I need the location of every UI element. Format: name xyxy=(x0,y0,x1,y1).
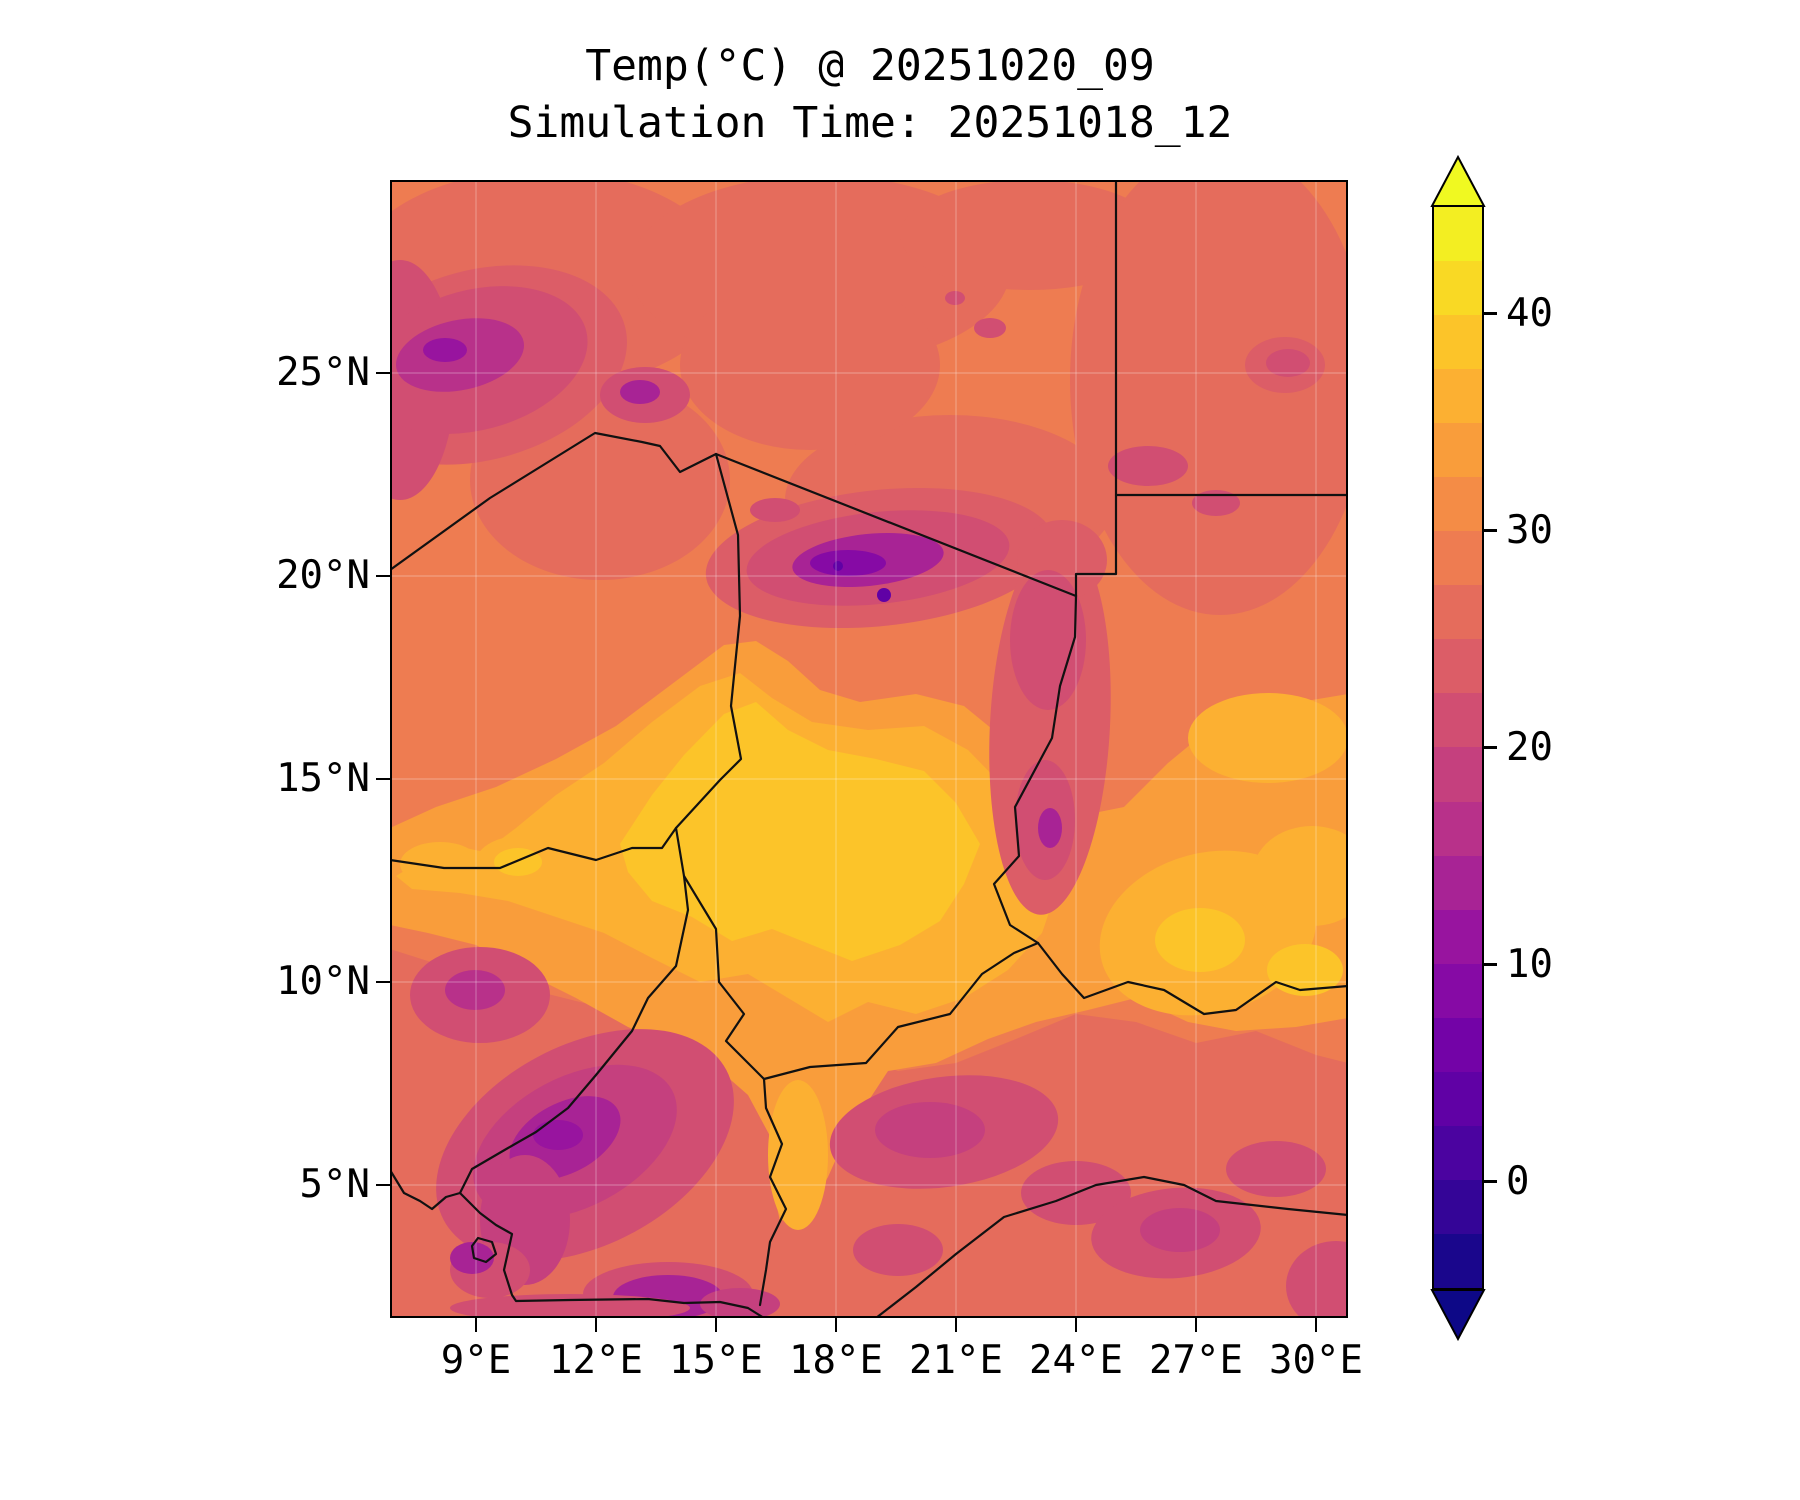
colorbar-tick xyxy=(1484,1180,1497,1183)
colorbar-tick-label: 20 xyxy=(1506,724,1553,770)
x-axis-tick-label: 27°E xyxy=(1149,1338,1243,1383)
x-axis-tick xyxy=(834,1318,838,1332)
colorbar-band xyxy=(1434,963,1482,1018)
colorbar-band xyxy=(1434,1017,1482,1072)
colorbar-band xyxy=(1434,531,1482,586)
y-axis-tick-label: 10°N xyxy=(276,958,370,1004)
y-axis-tick-label: 20°N xyxy=(276,552,370,598)
x-axis-tick-label: 30°E xyxy=(1269,1338,1363,1383)
y-axis-tick xyxy=(376,980,390,984)
colorbar-band xyxy=(1434,801,1482,856)
colorbar-band xyxy=(1434,477,1482,532)
colorbar-band xyxy=(1434,261,1482,316)
colorbar-tick-label: 0 xyxy=(1506,1158,1530,1204)
x-axis-tick-label: 24°E xyxy=(1029,1338,1123,1383)
x-axis-tick xyxy=(474,1318,478,1332)
y-axis-tick-label: 15°N xyxy=(276,755,370,801)
country-borders xyxy=(390,180,1348,1318)
x-axis-tick-label: 12°E xyxy=(549,1338,643,1383)
colorbar-band xyxy=(1434,1233,1482,1288)
map-frame xyxy=(390,180,1348,1318)
hottest-core xyxy=(494,702,1343,996)
east-pink-band xyxy=(989,337,1325,915)
colorbar-band xyxy=(1434,1071,1482,1126)
x-axis-tick xyxy=(594,1318,598,1332)
tibesti-cool-anomaly xyxy=(705,291,1055,629)
gridlines xyxy=(390,180,1348,1318)
colorbar-over-arrow xyxy=(1430,155,1486,207)
colorbar-band xyxy=(1434,369,1482,424)
colorbar-band xyxy=(1434,909,1482,964)
colorbar-tick xyxy=(1484,963,1497,966)
colorbar-tick-label: 40 xyxy=(1506,290,1553,336)
x-axis-tick-label: 18°E xyxy=(789,1338,883,1383)
chart-title-block: Temp(°C) @ 20251020_09 Simulation Time: … xyxy=(300,38,1440,152)
x-axis-tick xyxy=(954,1318,958,1332)
colorbar-band xyxy=(1434,639,1482,694)
x-axis-tick xyxy=(1314,1318,1318,1332)
colorbar-band xyxy=(1434,1179,1482,1234)
colorbar-band xyxy=(1434,585,1482,640)
y-axis-tick xyxy=(376,1183,390,1187)
colorbar-tick-label: 30 xyxy=(1506,507,1553,553)
y-axis-tick xyxy=(376,371,390,375)
colorbar-band xyxy=(1434,423,1482,478)
y-axis-tick xyxy=(376,574,390,578)
x-axis-tick-label: 15°E xyxy=(669,1338,763,1383)
chart-subtitle: Simulation Time: 20251018_12 xyxy=(507,98,1233,148)
x-axis-tick xyxy=(1074,1318,1078,1332)
colorbar-band xyxy=(1434,693,1482,748)
nw-cool-anomaly xyxy=(390,260,690,500)
chart-title: Temp(°C) @ 20251020_09 xyxy=(585,41,1155,91)
colorbar-tick xyxy=(1484,746,1497,749)
map-plot-area xyxy=(390,180,1348,1318)
colorbar xyxy=(1432,205,1484,1290)
colorbar-band xyxy=(1434,1125,1482,1180)
y-axis-tick-label: 5°N xyxy=(299,1161,370,1207)
x-axis-tick-label: 21°E xyxy=(909,1338,1003,1383)
colorbar-band xyxy=(1434,315,1482,370)
temperature-map-svg xyxy=(390,180,1348,1318)
y-axis-tick-label: 25°N xyxy=(276,349,370,395)
colorbar-under-arrow xyxy=(1430,1289,1486,1341)
x-axis-tick-label: 9°E xyxy=(440,1338,512,1383)
y-axis-tick xyxy=(376,777,390,781)
colorbar-band xyxy=(1434,207,1482,262)
x-axis-tick xyxy=(714,1318,718,1332)
south-cool-anomalies xyxy=(410,947,1348,1318)
colorbar-tick-label: 10 xyxy=(1506,941,1553,987)
colorbar-band xyxy=(1434,747,1482,802)
colorbar-tick xyxy=(1484,529,1497,532)
colorbar-band xyxy=(1434,855,1482,910)
x-axis-tick xyxy=(1194,1318,1198,1332)
colorbar-tick xyxy=(1484,312,1497,315)
temperature-field xyxy=(390,180,1348,1318)
